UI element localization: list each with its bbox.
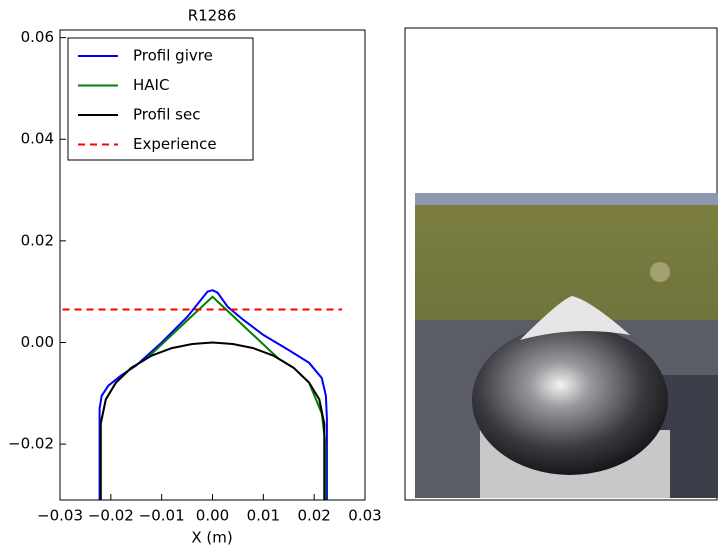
y-tick-label: −0.02 <box>8 435 54 453</box>
x-tick-label: −0.01 <box>139 507 185 525</box>
x-tick-label: 0.02 <box>297 507 330 525</box>
y-tick-label: 0.06 <box>21 28 54 46</box>
x-tick-label: 0.01 <box>247 507 280 525</box>
legend-label: Profil sec <box>133 106 200 124</box>
series-line <box>99 341 326 500</box>
legend-label: HAIC <box>133 76 169 94</box>
series-line <box>98 289 328 500</box>
x-tick-label: 0.03 <box>348 507 381 525</box>
photo-panel <box>404 27 718 501</box>
plot <box>62 289 343 500</box>
chart-title: R1286 <box>188 7 237 25</box>
legend-label: Profil givre <box>133 47 213 65</box>
photo-top-edge <box>415 193 718 205</box>
x-tick-label: 0.00 <box>196 507 229 525</box>
photo-spot <box>650 262 670 282</box>
x-axis-label: X (m) <box>191 529 232 547</box>
legend: Profil givre HAIC Profil sec Experience <box>67 37 254 161</box>
legend-box <box>67 37 254 161</box>
x-tick-label: −0.02 <box>88 507 134 525</box>
y-tick-label: 0.02 <box>21 231 54 249</box>
y-tick-label: 0.04 <box>21 130 54 148</box>
photo-ice <box>520 296 630 340</box>
photo-sphere <box>472 325 668 475</box>
legend-label: Experience <box>133 135 217 153</box>
y-tick-label: 0.00 <box>21 333 54 351</box>
series-line <box>99 295 327 500</box>
x-tick-label: −0.03 <box>37 507 83 525</box>
